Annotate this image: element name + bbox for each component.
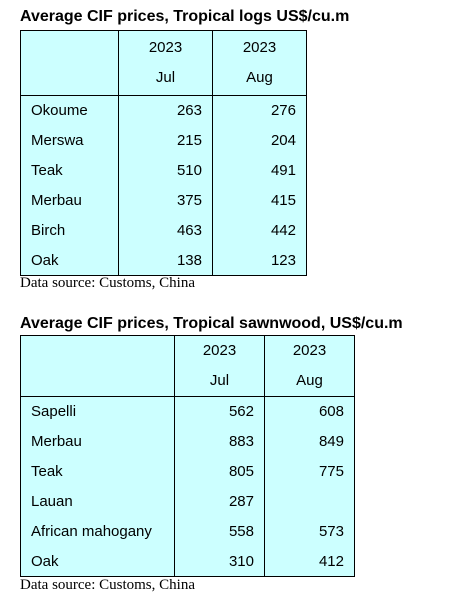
price-cell: 510 — [118, 155, 213, 186]
price-cell: 573 — [264, 516, 355, 547]
data-row: Okoume 263 276 — [20, 95, 307, 126]
price-cell: 287 — [174, 486, 265, 517]
price-cell: 849 — [264, 426, 355, 457]
header-cell: 2023 Aug — [264, 335, 355, 397]
price-cell: 215 — [118, 125, 213, 156]
row-label: Birch — [20, 215, 119, 246]
price-cell: 775 — [264, 456, 355, 487]
price-cell: 375 — [118, 185, 213, 216]
data-row: Lauan 287 — [20, 486, 355, 517]
row-label: Oak — [20, 546, 175, 577]
data-row: Merswa 215 204 — [20, 125, 307, 156]
header-text: 2023 — [292, 342, 327, 359]
header-row: 2023 Jul 2023 Aug — [20, 30, 307, 96]
data-source: Data source: Customs, China — [20, 577, 195, 593]
price-cell: 558 — [174, 516, 265, 547]
data-row: Merbau 375 415 — [20, 185, 307, 216]
row-label: Oak — [20, 245, 119, 276]
header-text: 2023 — [242, 39, 277, 56]
data-row: African mahogany 558 573 — [20, 516, 355, 547]
price-cell: 263 — [118, 95, 213, 126]
header-text: Jul — [155, 69, 176, 86]
data-row: Merbau 883 849 — [20, 426, 355, 457]
price-cell: 123 — [212, 245, 307, 276]
row-label: Teak — [20, 155, 119, 186]
header-text: Aug — [296, 372, 323, 389]
price-cell: 310 — [174, 546, 265, 577]
row-label: Okoume — [20, 95, 119, 126]
header-text: 2023 — [202, 342, 237, 359]
price-cell: 138 — [118, 245, 213, 276]
price-cell: 463 — [118, 215, 213, 246]
header-cell — [20, 335, 175, 397]
row-label: Merbau — [20, 185, 119, 216]
price-cell — [264, 486, 355, 517]
price-table: 2023 Jul 2023 Aug Sapelli 562 608 Merbau 883 849 T… — [20, 335, 355, 577]
price-cell: 608 — [264, 396, 355, 427]
header-cell: 2023 Jul — [118, 30, 213, 96]
header-text: Jul — [209, 372, 230, 389]
row-label: Lauan — [20, 486, 175, 517]
data-row: Oak 138 123 — [20, 245, 307, 276]
price-cell: 883 — [174, 426, 265, 457]
row-label: Sapelli — [20, 396, 175, 427]
table-title: Average CIF prices, Tropical sawnwood, U… — [20, 315, 403, 332]
data-row: Teak 805 775 — [20, 456, 355, 487]
data-row: Birch 463 442 — [20, 215, 307, 246]
data-row: Sapelli 562 608 — [20, 396, 355, 427]
price-cell: 276 — [212, 95, 307, 126]
price-cell: 562 — [174, 396, 265, 427]
header-cell: 2023 Aug — [212, 30, 307, 96]
price-cell: 442 — [212, 215, 307, 246]
price-cell: 412 — [264, 546, 355, 577]
price-cell: 204 — [212, 125, 307, 156]
data-source: Data source: Customs, China — [20, 275, 195, 291]
header-text: 2023 — [148, 39, 183, 56]
price-cell: 491 — [212, 155, 307, 186]
header-text: Aug — [246, 69, 273, 86]
price-table: 2023 Jul 2023 Aug Okoume 263 276 Merswa 215 204 Te… — [20, 30, 307, 276]
table-title: Average CIF prices, Tropical logs US$/cu… — [20, 8, 350, 25]
price-cell: 415 — [212, 185, 307, 216]
row-label: Teak — [20, 456, 175, 487]
row-label: Merbau — [20, 426, 175, 457]
header-row: 2023 Jul 2023 Aug — [20, 335, 355, 397]
row-label: African mahogany — [20, 516, 175, 547]
data-row: Oak 310 412 — [20, 546, 355, 577]
header-cell: 2023 Jul — [174, 335, 265, 397]
price-cell: 805 — [174, 456, 265, 487]
header-cell — [20, 30, 119, 96]
row-label: Merswa — [20, 125, 119, 156]
data-row: Teak 510 491 — [20, 155, 307, 186]
